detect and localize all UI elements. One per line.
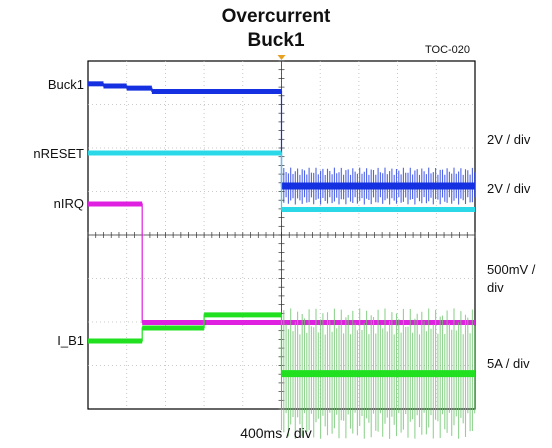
x-axis-label: 400ms / div [240, 425, 312, 441]
channel-label-nreset: nRESET [33, 146, 84, 161]
scale-label-i-b1: 5A / div [487, 356, 530, 371]
scale-label-nirq: 500mV / div [487, 262, 536, 295]
scale-label-buck1: 2V / div [487, 132, 531, 147]
chart-title: Overcurrent [221, 6, 331, 27]
trigger-marker [277, 55, 286, 60]
trace-i-b1 [88, 308, 476, 439]
trace-edge [88, 314, 475, 375]
trace-nreset [88, 150, 475, 213]
channel-label-i-b1: I_B1 [57, 333, 84, 348]
figure-tag: TOC-020 [425, 44, 471, 56]
traces [88, 81, 476, 439]
channel-label-nirq: nIRQ [53, 196, 84, 211]
channel-label-buck1: Buck1 [47, 77, 84, 92]
chart-subtitle: Buck1 [247, 30, 305, 51]
trace-buck1 [88, 81, 476, 205]
scale-label-nreset: 2V / div [487, 181, 531, 196]
